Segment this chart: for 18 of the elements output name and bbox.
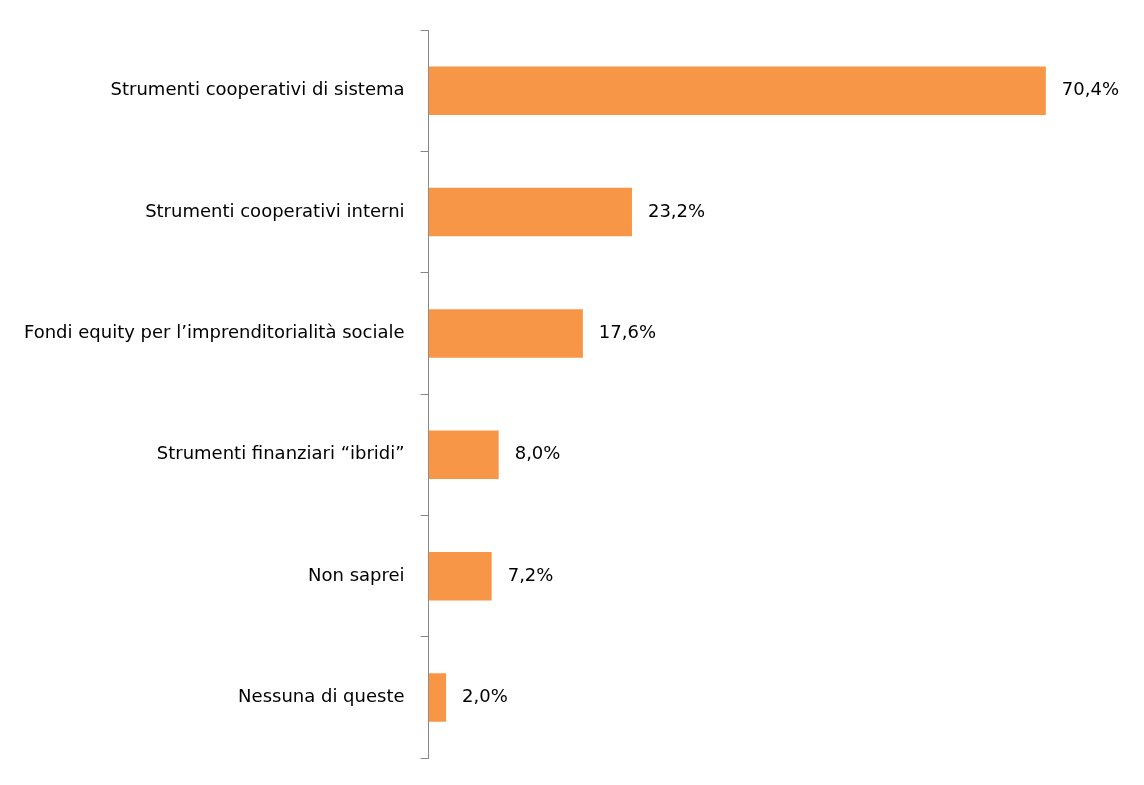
y-tick-label: Non saprei <box>308 563 405 585</box>
y-tick-label: Fondi equity per l’imprenditorialità sociale <box>23 321 405 343</box>
bar <box>428 66 1046 115</box>
bar <box>428 673 447 722</box>
data-label: 8,0% <box>514 442 561 464</box>
data-label: 7,2% <box>507 563 554 585</box>
data-label: 2,0% <box>462 685 508 707</box>
bar <box>428 309 583 358</box>
bar <box>428 430 499 480</box>
y-tick-label: Strumenti finanziari “ibridi” <box>156 442 405 464</box>
data-label: 17,6% <box>598 321 657 343</box>
bar <box>428 551 492 601</box>
data-label: 70,4% <box>1061 78 1120 100</box>
y-tick-label: Nessuna di queste <box>238 685 405 707</box>
bar <box>428 187 632 237</box>
y-tick-label: Strumenti cooperativi interni <box>145 199 405 221</box>
y-tick-label: Strumenti cooperativi di sistema <box>110 78 405 100</box>
data-label: 23,2% <box>647 199 706 221</box>
